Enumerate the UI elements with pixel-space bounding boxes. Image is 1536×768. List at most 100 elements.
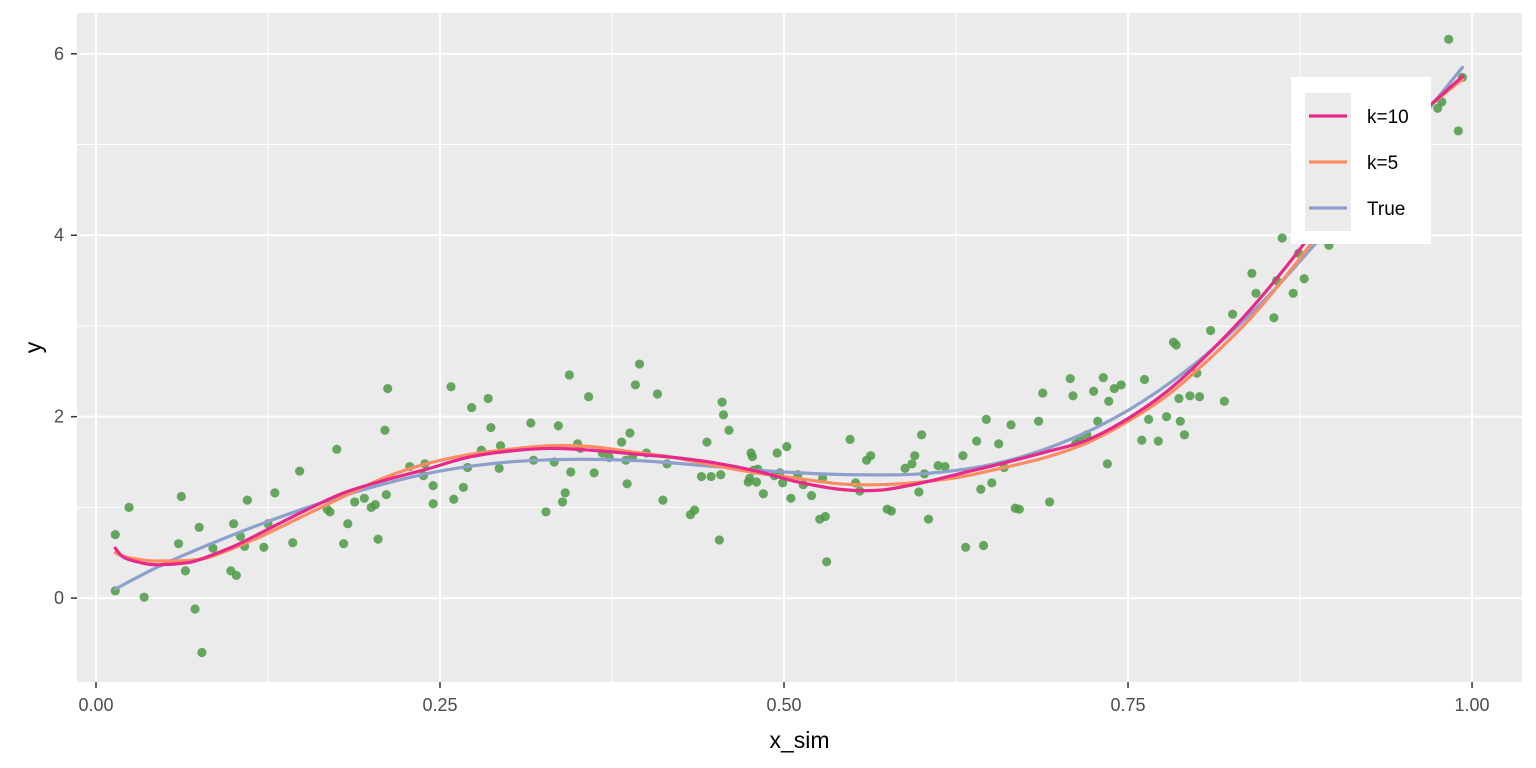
y-axis-title: y <box>20 341 46 353</box>
data-point <box>124 502 134 512</box>
plot-panel <box>77 13 1522 682</box>
x-tick-label: 0.00 <box>78 695 113 715</box>
legend-label: k=5 <box>1367 153 1398 174</box>
x-axis: 0.00 0.25 0.50 0.75 1.00 <box>78 682 1490 715</box>
data-point <box>1093 416 1103 426</box>
data-point <box>1174 393 1184 404</box>
data-point <box>173 539 184 549</box>
data-point <box>564 370 574 380</box>
data-point <box>987 478 997 488</box>
data-point <box>483 393 493 404</box>
data-point <box>526 418 536 428</box>
data-point <box>981 414 991 424</box>
data-point <box>231 570 241 581</box>
data-point <box>1269 313 1279 323</box>
data-point <box>428 499 438 509</box>
data-point <box>634 359 645 369</box>
data-point <box>1251 288 1261 298</box>
data-point <box>1153 436 1163 446</box>
data-point <box>1453 126 1463 136</box>
data-point <box>702 437 712 447</box>
data-point <box>566 467 576 477</box>
data-point <box>1144 414 1154 424</box>
data-point <box>724 425 734 435</box>
data-point <box>917 430 927 440</box>
data-point <box>259 542 269 552</box>
data-point <box>745 473 755 483</box>
data-point <box>758 489 768 499</box>
data-point <box>208 543 218 553</box>
data-point <box>907 459 917 469</box>
data-point <box>380 425 390 435</box>
data-point <box>961 542 971 552</box>
data-point <box>495 441 506 451</box>
data-point <box>553 421 563 431</box>
data-point <box>1185 391 1195 401</box>
y-tick-label: 4 <box>54 225 64 245</box>
data-point <box>933 461 943 471</box>
data-point <box>714 535 724 545</box>
data-point <box>1205 325 1216 336</box>
data-point <box>689 505 700 515</box>
data-point <box>228 519 239 529</box>
data-point <box>343 519 353 529</box>
data-point <box>886 506 896 516</box>
data-point <box>1228 309 1238 319</box>
y-axis: 0 2 4 6 <box>54 44 77 608</box>
data-point <box>718 410 729 420</box>
data-point <box>923 514 934 524</box>
data-point <box>1098 373 1108 383</box>
data-point <box>295 466 305 476</box>
data-point <box>1288 288 1298 298</box>
data-point <box>1194 392 1205 402</box>
data-point <box>584 392 594 402</box>
data-point <box>1038 388 1048 398</box>
data-point <box>1102 459 1112 469</box>
data-point <box>976 484 986 494</box>
data-point <box>1219 396 1229 406</box>
data-point <box>820 511 830 522</box>
data-point <box>446 382 456 392</box>
x-tick-label: 0.50 <box>766 695 801 715</box>
data-point <box>381 490 391 500</box>
data-point <box>806 490 817 501</box>
x-tick-label: 0.75 <box>1111 695 1146 715</box>
data-point <box>696 471 707 482</box>
data-point <box>751 477 762 487</box>
data-point <box>325 507 335 517</box>
data-point <box>370 500 380 510</box>
data-point <box>486 422 496 433</box>
y-tick-label: 6 <box>54 44 64 64</box>
series-lines <box>113 65 1465 591</box>
data-point <box>467 402 477 413</box>
data-point <box>1444 34 1454 44</box>
data-point <box>458 482 468 493</box>
data-point <box>972 436 982 446</box>
data-point <box>1137 435 1147 445</box>
data-point <box>1139 374 1150 385</box>
data-point <box>339 539 349 549</box>
data-point <box>541 507 551 517</box>
data-point <box>242 495 252 505</box>
data-point <box>1014 504 1024 514</box>
data-point <box>1006 420 1016 430</box>
data-point <box>359 493 369 503</box>
y-tick-label: 2 <box>54 407 64 427</box>
data-point <box>914 487 924 497</box>
data-point <box>1116 380 1126 390</box>
data-point <box>1161 412 1172 422</box>
data-point <box>270 488 280 498</box>
data-point <box>1171 340 1181 350</box>
data-point <box>1065 373 1075 384</box>
legend: k=10 k=5 True <box>1291 77 1431 244</box>
data-point <box>622 479 632 489</box>
data-point <box>652 389 663 399</box>
data-point <box>994 439 1004 449</box>
data-point <box>110 529 120 540</box>
data-point <box>197 647 207 658</box>
data-point <box>1277 233 1287 243</box>
data-point <box>383 383 393 394</box>
x-tick-label: 1.00 <box>1455 695 1490 715</box>
data-point <box>428 481 438 491</box>
data-point <box>747 451 757 462</box>
